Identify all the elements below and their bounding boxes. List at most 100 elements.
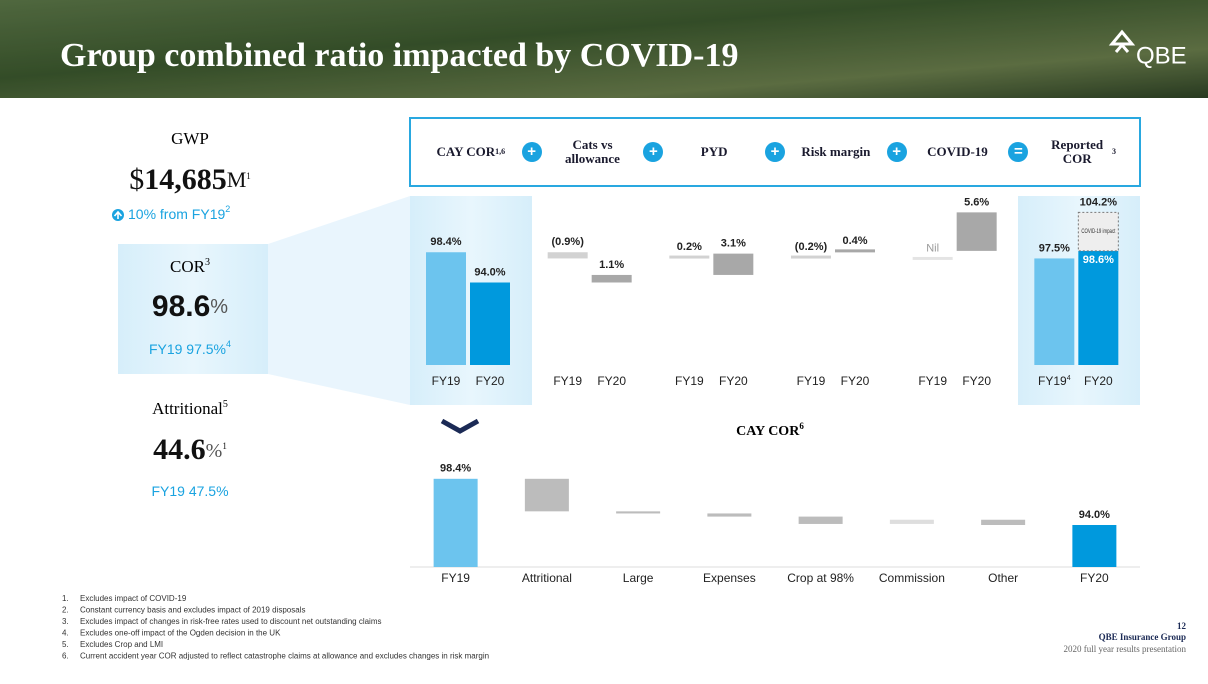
x-tick-label: FY19 <box>675 374 704 388</box>
bar-label: 94.0% <box>1079 509 1110 521</box>
equation-note: 3 <box>1112 145 1116 159</box>
step-bar <box>957 212 997 251</box>
x-tick-label-part: FY19 <box>553 374 582 388</box>
attritional-value-part: % <box>206 440 223 462</box>
step-bar <box>548 252 588 258</box>
step-bar <box>669 256 709 259</box>
gwp-value: $14,685M1 <box>129 163 251 196</box>
footnote-number: 4. <box>62 629 69 638</box>
gwp-value-part: 1 <box>246 171 251 181</box>
bar <box>1034 258 1074 365</box>
gwp-value-part: M <box>227 167 247 192</box>
equation-label: PYD <box>701 145 728 159</box>
x-tick-label: Expenses <box>703 571 756 585</box>
slide-canvas: Group combined ratio impacted by COVID-1… <box>0 0 1208 684</box>
x-tick-label: FY20 <box>719 374 748 388</box>
bar-label: 3.1% <box>721 238 746 250</box>
step-bar <box>835 249 875 252</box>
cor-label-part: 3 <box>205 257 210 268</box>
bar <box>426 252 466 365</box>
cor-value-part: % <box>210 296 228 318</box>
x-tick-label: Attritional <box>522 571 572 585</box>
x-tick-label: FY20 <box>597 374 626 388</box>
x-tick-label: FY194 <box>1038 374 1071 388</box>
equation-label: COVID-19 <box>927 145 988 159</box>
bar-label: (0.2%) <box>795 241 828 253</box>
attritional-comparison-part: FY19 47.5% <box>151 483 228 499</box>
step-bar <box>981 520 1025 525</box>
bar-label: 98.4% <box>440 463 471 475</box>
x-tick-label: Other <box>988 571 1018 585</box>
footer-event: 2020 full year results presentation <box>1064 644 1187 654</box>
x-tick-label: FY19 <box>797 374 826 388</box>
gwp-value-part: $ <box>129 163 144 196</box>
bar-label: 97.5% <box>1039 242 1070 254</box>
slide: Group combined ratio impacted by COVID-1… <box>0 0 1208 684</box>
step-bar <box>913 257 953 260</box>
bar-label: Nil <box>926 242 939 254</box>
bar-label: 98.4% <box>430 236 461 248</box>
slide-title: Group combined ratio impacted by COVID-1… <box>60 37 738 74</box>
bar-label: 0.4% <box>842 235 867 247</box>
gwp-label: GWP <box>171 129 209 148</box>
x-tick-label-part: FY19 <box>675 374 704 388</box>
x-tick-label: Commission <box>879 571 945 585</box>
step-bar <box>713 254 753 275</box>
chart-title-part: 6 <box>799 421 804 431</box>
x-tick-note: 4 <box>1067 375 1071 382</box>
attritional-label: Attritional5 <box>152 399 228 418</box>
cor-comparison-part: 4 <box>226 339 231 349</box>
footnote-text: Current accident year COR adjusted to re… <box>80 652 489 661</box>
x-tick-label: FY20 <box>962 374 991 388</box>
bar <box>470 283 510 366</box>
footnote-number: 2. <box>62 606 69 615</box>
step-bar <box>707 513 751 516</box>
x-tick-label-part: FY20 <box>962 374 991 388</box>
attritional-label-part: 5 <box>223 399 228 410</box>
logo-text: QBE <box>1136 42 1187 69</box>
footnote-text: Excludes one-off impact of the Ogden dec… <box>80 629 281 638</box>
equation-cell: COVID-19 <box>897 118 1019 186</box>
step-bar <box>791 256 831 259</box>
chevron <box>442 421 478 431</box>
x-tick-label-part: FY19 <box>432 374 461 388</box>
x-tick-label-part: FY20 <box>1084 374 1113 388</box>
x-tick-label: FY19 <box>432 374 461 388</box>
equation-cell: Risk margin <box>775 118 897 186</box>
footnote-text: Excludes Crop and LMI <box>80 640 163 649</box>
chart-title-part: CAY COR <box>736 424 800 439</box>
covid-annotation: COVID-19 impact <box>1081 229 1115 235</box>
footer-company: QBE Insurance Group <box>1099 632 1186 642</box>
x-tick-label: FY19 <box>553 374 582 388</box>
attritional-comparison: FY19 47.5% <box>151 483 228 499</box>
gwp-label-part: GWP <box>171 129 209 148</box>
bar <box>1078 251 1118 365</box>
x-tick-label-part: FY20 <box>597 374 626 388</box>
x-tick-label: Large <box>623 571 654 585</box>
x-tick-label: FY20 <box>1080 571 1109 585</box>
footnote-text: Excludes impact of COVID-19 <box>80 594 187 603</box>
x-tick-label-part: FY19 <box>1038 374 1067 388</box>
bar-label: 0.2% <box>677 241 702 253</box>
step-bar <box>616 511 660 513</box>
cor-label-part: COR <box>170 257 206 276</box>
bar-label: (0.9%) <box>551 236 584 248</box>
step-bar <box>525 479 569 512</box>
bar-label: 98.6% <box>1083 254 1114 266</box>
connector <box>268 196 410 405</box>
gwp-change-part: 10% from FY19 <box>128 206 225 222</box>
equation-label: CAY COR <box>437 145 496 159</box>
page-number: 12 <box>1177 621 1187 631</box>
footnote-number: 3. <box>62 617 69 626</box>
footnote-number: 1. <box>62 594 69 603</box>
bar-label: 5.6% <box>964 196 989 208</box>
bar <box>434 479 478 567</box>
x-tick-label: FY20 <box>1084 374 1113 388</box>
x-tick-label: FY19 <box>441 571 470 585</box>
equation-cell: Cats vs allowance <box>532 118 654 186</box>
equation-cell: PYD <box>653 118 775 186</box>
gwp-change: 10% from FY192 <box>128 204 230 221</box>
x-tick-label: FY20 <box>476 374 505 388</box>
cor-value-part: 98.6 <box>152 290 210 323</box>
